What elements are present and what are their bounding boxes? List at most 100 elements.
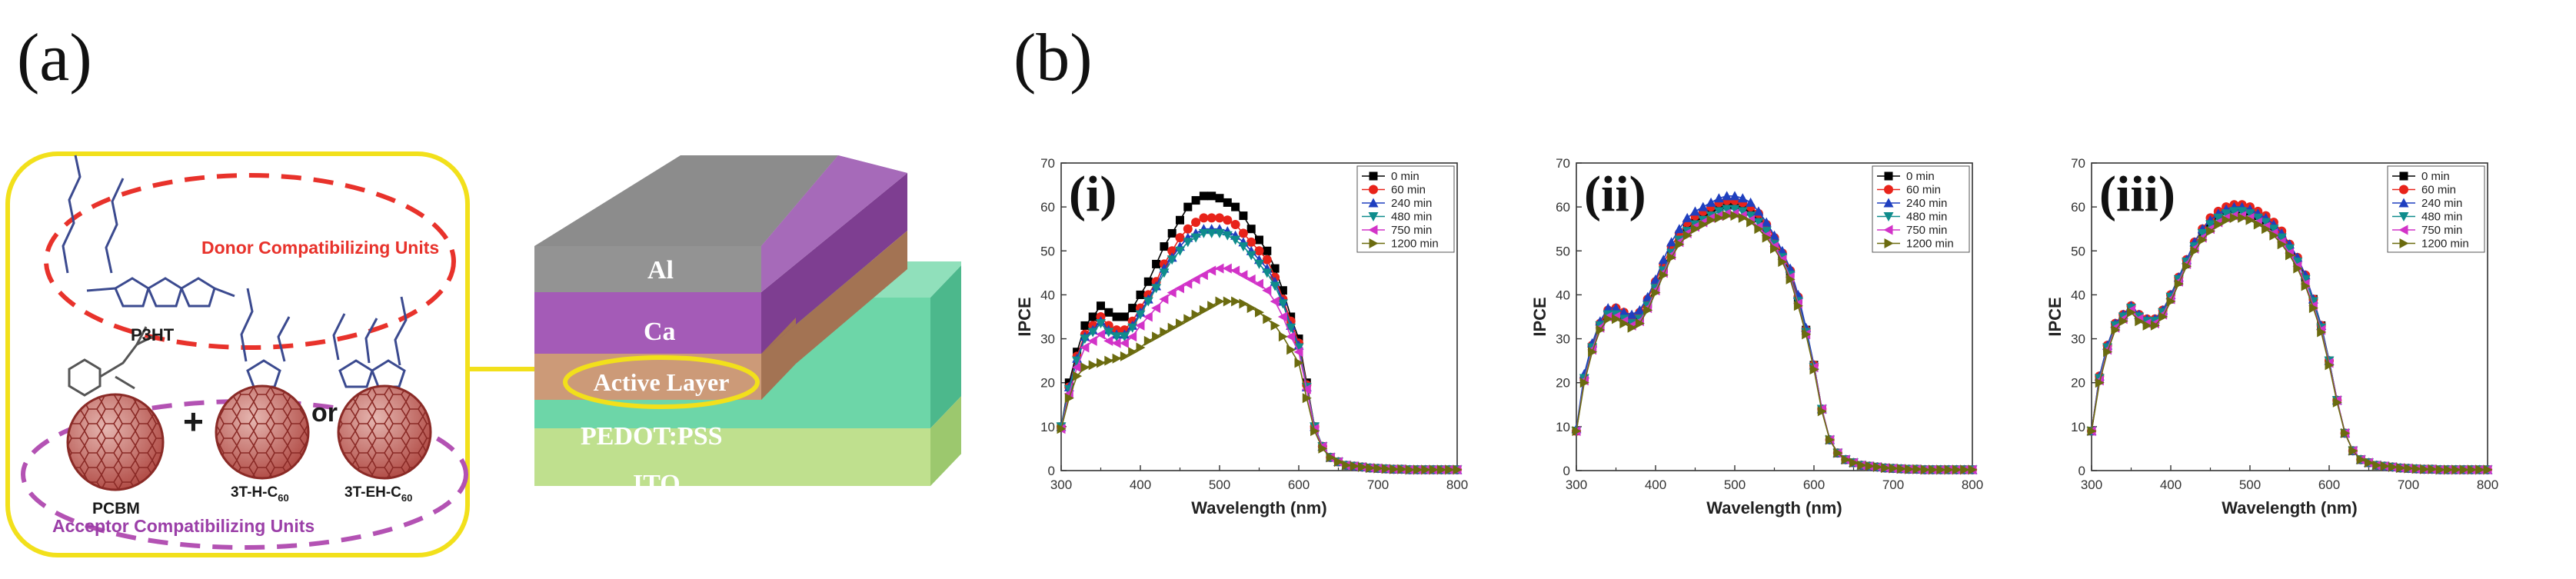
data-point [1073,371,1083,381]
plus-sign: + [183,401,204,441]
data-point [1612,314,1621,324]
data-point [1278,286,1287,295]
data-point [2095,378,2105,388]
data-point [1262,255,1272,265]
data-point [1912,464,1922,474]
data-point [1793,301,1803,311]
data-point [1103,328,1114,338]
data-point [1809,364,1819,375]
data-point [1857,460,1867,471]
data-point [1397,464,1407,474]
data-point [2245,209,2255,219]
data-point [1097,358,1106,368]
data-point [1112,353,1122,364]
data-point [1206,228,1217,238]
legend-entry: 240 min [1906,197,1947,210]
legend-marker [1883,198,1894,208]
active-layer-label: Active Layer [594,368,730,396]
series-1200-min [2087,212,2493,475]
ca-layer [534,292,761,354]
data-point [1206,213,1216,223]
data-point [1381,464,1391,474]
data-point [2237,207,2248,217]
x-tick-label: 700 [2398,478,2419,492]
data-point [1270,296,1280,307]
data-point [2276,233,2287,243]
legend-marker [2399,171,2408,181]
data-point [1738,212,1748,223]
data-point [1176,318,1185,329]
legend-entry: 1200 min [2421,238,2469,251]
data-point [1080,334,1090,344]
data-point [1729,191,1740,201]
data-point [1087,328,1098,338]
data-point [1896,464,1906,474]
y-tick-label: 30 [1040,332,1055,347]
data-point [1255,307,1264,318]
data-point [1159,268,1170,278]
data-point [1127,323,1138,333]
data-point [1175,246,1185,256]
ca-label: Ca [644,318,676,346]
data-point [1246,274,1256,285]
data-point [2301,281,2311,291]
x-tick-label: 600 [1803,478,1825,492]
data-point [1119,332,1130,342]
data-point [2213,213,2224,223]
thiophene-chains-icon [240,288,408,388]
data-point [1960,464,1970,475]
data-point [1231,296,1241,307]
data-point [2150,320,2160,331]
data-point [1246,251,1256,261]
data-point [1238,228,1248,238]
data-point [1436,464,1446,475]
data-point [1833,448,1843,458]
data-point [2182,261,2192,271]
data-point [1698,201,1709,211]
data-point [2277,239,2287,250]
data-point [1277,311,1287,322]
legend-entry: 0 min [1391,170,1419,183]
data-point [2459,464,2469,475]
legend-entry: 60 min [1391,184,1426,197]
data-point [1183,224,1193,234]
data-point [1706,215,1716,225]
series-1200-min [1057,296,1463,475]
panel-a-schematic: Donor Compatibilizing Units P3HT + or PC… [5,151,961,557]
data-point [1968,464,1978,475]
data-point [1239,298,1249,309]
data-point [1207,191,1216,201]
series-1200-min [1572,211,1978,475]
data-point [2261,224,2271,235]
data-point [2269,230,2279,241]
legend-marker [1883,225,1893,235]
acceptor-ellipse [21,399,468,550]
y-tick-label: 70 [1040,156,1055,171]
data-point [1183,314,1193,324]
legend-entry: 60 min [2421,184,2456,197]
data-point [1619,307,1629,317]
legend-marker [1884,185,1893,195]
data-point [2293,263,2303,274]
x-tick-label: 300 [1566,478,1587,492]
x-tick-label: 600 [2318,478,2340,492]
data-point [2325,360,2335,371]
data-point [1872,461,1882,472]
data-point [2365,458,2374,468]
data-point [2285,244,2295,254]
y-tick-label: 70 [2071,156,2085,171]
data-point [1746,197,1756,207]
data-point [1096,319,1106,329]
y-tick-label: 70 [1556,156,1570,171]
data-point [1357,461,1367,472]
y-tick-label: 20 [2071,376,2085,391]
data-point [1310,426,1320,437]
legend-entry: 750 min [2421,224,2462,237]
data-point [1889,463,1899,474]
data-point [1207,301,1217,311]
data-point [2388,461,2398,472]
data-point [1944,464,1954,475]
data-point [1270,281,1280,291]
data-point [1952,464,1962,475]
data-point [1104,308,1113,317]
